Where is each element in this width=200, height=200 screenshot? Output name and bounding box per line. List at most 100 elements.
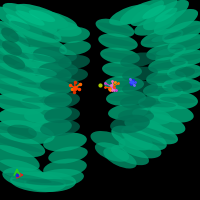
Ellipse shape xyxy=(103,147,137,169)
Ellipse shape xyxy=(120,52,156,68)
Ellipse shape xyxy=(59,41,91,55)
Ellipse shape xyxy=(0,145,40,171)
Ellipse shape xyxy=(146,43,186,61)
Ellipse shape xyxy=(131,0,177,26)
Ellipse shape xyxy=(0,20,29,50)
Ellipse shape xyxy=(121,126,167,150)
Ellipse shape xyxy=(138,96,178,112)
Ellipse shape xyxy=(0,138,43,152)
Ellipse shape xyxy=(0,133,45,157)
Ellipse shape xyxy=(148,57,188,73)
Ellipse shape xyxy=(0,48,37,76)
Ellipse shape xyxy=(168,34,200,54)
Ellipse shape xyxy=(154,9,198,35)
Ellipse shape xyxy=(11,21,59,39)
Ellipse shape xyxy=(0,78,43,102)
Ellipse shape xyxy=(146,70,186,86)
Ellipse shape xyxy=(38,62,78,78)
Ellipse shape xyxy=(164,83,200,89)
Ellipse shape xyxy=(0,83,39,97)
Ellipse shape xyxy=(169,69,200,75)
Ellipse shape xyxy=(2,167,54,189)
Ellipse shape xyxy=(172,54,200,62)
Ellipse shape xyxy=(40,120,80,136)
Ellipse shape xyxy=(155,8,177,22)
Ellipse shape xyxy=(12,178,64,186)
Ellipse shape xyxy=(109,4,151,26)
Ellipse shape xyxy=(0,37,29,59)
Ellipse shape xyxy=(108,104,148,120)
Ellipse shape xyxy=(150,61,186,69)
Ellipse shape xyxy=(143,0,189,30)
Ellipse shape xyxy=(170,39,200,49)
Ellipse shape xyxy=(8,47,72,69)
Ellipse shape xyxy=(9,32,67,56)
Ellipse shape xyxy=(106,81,142,87)
Ellipse shape xyxy=(33,47,77,63)
Ellipse shape xyxy=(24,53,56,63)
Ellipse shape xyxy=(0,34,33,62)
Ellipse shape xyxy=(134,126,176,140)
Ellipse shape xyxy=(16,76,72,96)
Ellipse shape xyxy=(148,75,184,81)
Ellipse shape xyxy=(20,90,72,110)
Ellipse shape xyxy=(9,17,61,43)
Ellipse shape xyxy=(0,23,30,47)
Ellipse shape xyxy=(100,38,136,46)
Ellipse shape xyxy=(167,64,200,80)
Ellipse shape xyxy=(175,67,195,77)
Ellipse shape xyxy=(102,62,142,78)
Ellipse shape xyxy=(95,142,129,162)
Ellipse shape xyxy=(151,34,173,42)
Ellipse shape xyxy=(0,99,41,109)
Ellipse shape xyxy=(0,120,55,144)
Ellipse shape xyxy=(58,55,90,69)
Ellipse shape xyxy=(172,81,192,91)
Ellipse shape xyxy=(24,105,72,123)
Ellipse shape xyxy=(44,92,80,108)
Ellipse shape xyxy=(40,77,80,93)
Ellipse shape xyxy=(22,97,70,103)
Ellipse shape xyxy=(10,172,66,192)
Ellipse shape xyxy=(104,76,144,92)
Ellipse shape xyxy=(10,52,70,64)
Ellipse shape xyxy=(7,125,37,139)
Ellipse shape xyxy=(27,10,77,30)
Ellipse shape xyxy=(90,131,126,149)
Ellipse shape xyxy=(4,173,52,183)
Ellipse shape xyxy=(0,67,37,85)
Ellipse shape xyxy=(43,133,87,151)
Ellipse shape xyxy=(160,97,196,103)
Ellipse shape xyxy=(120,95,156,109)
Ellipse shape xyxy=(111,145,149,165)
Ellipse shape xyxy=(170,50,200,66)
Ellipse shape xyxy=(15,10,45,26)
Ellipse shape xyxy=(26,179,74,185)
Ellipse shape xyxy=(156,49,176,55)
Ellipse shape xyxy=(43,159,87,177)
Ellipse shape xyxy=(18,82,70,90)
Ellipse shape xyxy=(2,40,22,56)
Ellipse shape xyxy=(134,14,176,36)
Ellipse shape xyxy=(0,6,43,38)
Ellipse shape xyxy=(56,68,88,82)
Ellipse shape xyxy=(124,117,164,135)
Ellipse shape xyxy=(27,68,57,76)
Ellipse shape xyxy=(110,115,150,133)
Ellipse shape xyxy=(158,91,198,109)
Ellipse shape xyxy=(0,126,53,138)
Ellipse shape xyxy=(132,107,172,125)
Ellipse shape xyxy=(162,78,200,94)
Ellipse shape xyxy=(122,67,158,81)
Ellipse shape xyxy=(106,90,146,106)
Ellipse shape xyxy=(0,93,45,115)
Ellipse shape xyxy=(118,109,154,123)
Ellipse shape xyxy=(54,27,90,43)
Ellipse shape xyxy=(36,169,84,187)
Ellipse shape xyxy=(140,101,176,107)
Ellipse shape xyxy=(0,108,46,128)
Ellipse shape xyxy=(132,122,178,144)
Ellipse shape xyxy=(143,32,181,44)
Ellipse shape xyxy=(14,67,70,77)
Ellipse shape xyxy=(96,19,134,37)
